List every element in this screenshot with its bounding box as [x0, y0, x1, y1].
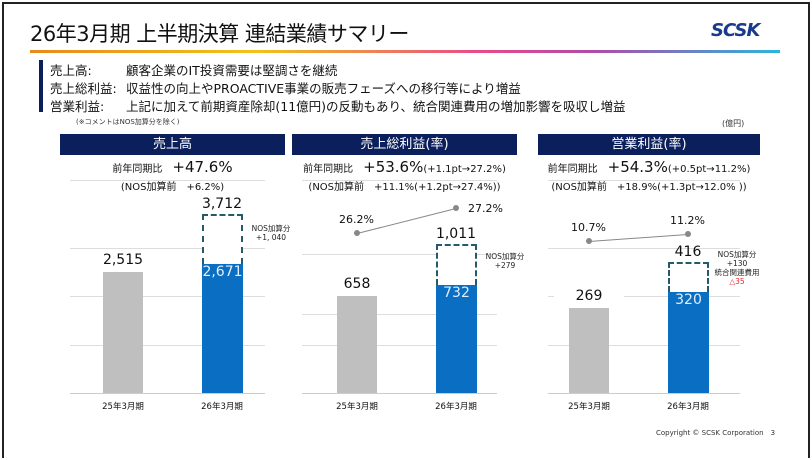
bar-value-prior: 2,515	[88, 252, 158, 268]
gridline	[302, 180, 497, 181]
category-label: 25年3月期	[102, 402, 144, 412]
gridline	[70, 345, 265, 346]
gridline	[70, 180, 265, 181]
nos-line: NOS加算分	[717, 249, 757, 259]
gridline	[548, 180, 740, 181]
rate-point	[586, 238, 592, 244]
nos-line: 統合関連費用	[714, 267, 760, 277]
bar-value-total: 416	[674, 243, 702, 260]
comment-operating-profit: 営業利益: 上記に加えて前期資産除却(11億円)の反動もあり、統合関連費用の増加影…	[50, 99, 626, 114]
bar-nos-addition	[436, 243, 477, 286]
yoy-growth: 前年同期比 +53.6%(+1.1pt→27.2%)	[292, 158, 517, 176]
bar-value-prior: 658	[322, 276, 392, 292]
gridline	[70, 296, 265, 297]
category-label: 26年3月期	[435, 402, 477, 412]
rate-label: 26.2%	[339, 213, 374, 226]
bar-value-prior: 269	[554, 288, 624, 304]
page-title: 26年3月期 上半期決算 連結業績サマリー	[30, 22, 409, 46]
gridline	[548, 345, 740, 346]
bar-prior-year	[337, 296, 377, 393]
panel-header: 売上高	[60, 134, 285, 155]
yoy-growth: 前年同期比 +47.6%	[60, 158, 285, 176]
gridline	[548, 248, 740, 249]
bar-nos-addition	[668, 261, 709, 292]
copyright-footer: Copyright © SCSK Corporation 3	[656, 429, 776, 437]
comment-sales: 売上高: 顧客企業のIT投資需要は堅調さを継続	[50, 63, 338, 78]
gridline	[302, 254, 497, 255]
rate-label: 10.7%	[571, 221, 606, 234]
baseline	[548, 393, 740, 394]
comment-note: (※コメントはNOS加算分を除く)	[76, 118, 180, 126]
baseline	[302, 393, 497, 394]
category-label: 26年3月期	[667, 402, 709, 412]
nos-line: NOS加算分	[251, 224, 291, 234]
bar-prior-year	[103, 272, 143, 393]
comment-gross-profit: 売上総利益: 収益性の向上やPROACTIVE事業の販売フェーズへの移行等により増…	[50, 81, 521, 96]
scsk-logo: SCSK	[711, 20, 760, 41]
rate-point	[685, 231, 691, 237]
gridline	[302, 345, 497, 346]
title-divider	[30, 50, 780, 53]
gridline	[302, 314, 497, 315]
pre-nos-growth: (NOS加算前 +6.2%)	[120, 182, 225, 193]
panel-header: 営業利益(率)	[538, 134, 760, 155]
rate-point	[453, 205, 459, 211]
bar-current-year: 2,671	[202, 264, 243, 393]
yoy-rate-change: (+1.1pt→27.2%)	[423, 164, 506, 175]
gridline	[70, 248, 265, 249]
nos-line: +279	[494, 260, 516, 270]
comment-accent-bar	[39, 60, 43, 112]
category-label: 26年3月期	[201, 402, 243, 412]
nos-annotation: NOS加算分 +279	[480, 252, 530, 270]
baseline	[70, 393, 265, 394]
bar-current-year: 732	[436, 285, 477, 393]
yoy-growth: 前年同期比 +54.3%(+0.5pt→11.2%)	[538, 158, 760, 176]
nos-annotation: NOS加算分 +130 統合関連費用 △35	[712, 250, 762, 286]
yoy-value: +47.6%	[172, 158, 233, 176]
pre-nos-growth: (NOS加算前 +11.1%(+1.2pt→27.4%))	[308, 182, 501, 193]
yoy-value: +54.3%	[607, 158, 668, 176]
yoy-rate-change: (+0.5pt→11.2%)	[667, 164, 751, 175]
yoy-label: 前年同期比	[112, 164, 163, 175]
bar-nos-addition	[202, 214, 243, 265]
unit-label: (億円)	[722, 119, 745, 128]
panel-header: 売上総利益(率)	[292, 134, 517, 155]
integration-cost-negative: △35	[729, 276, 745, 286]
bar-value-total: 3,712	[201, 196, 243, 213]
rate-point	[354, 230, 360, 236]
rate-label: 11.2%	[670, 214, 705, 227]
nos-line: +130	[726, 258, 748, 268]
gridline	[548, 296, 740, 297]
rate-label: 27.2%	[468, 202, 503, 215]
nos-line: +1, 040	[255, 233, 287, 243]
category-label: 25年3月期	[568, 402, 610, 412]
nos-line: NOS加算分	[485, 251, 525, 261]
bar-prior-year	[569, 308, 609, 393]
bar-current-year: 320	[668, 291, 709, 393]
yoy-label: 前年同期比	[303, 164, 354, 175]
yoy-label: 前年同期比	[547, 164, 598, 175]
nos-annotation: NOS加算分 +1, 040	[246, 224, 296, 242]
pre-nos-growth: (NOS加算前 +18.9%(+1.3pt→12.0% ))	[551, 182, 747, 193]
category-label: 25年3月期	[336, 402, 378, 412]
bar-value-total: 1,011	[435, 225, 477, 242]
yoy-value: +53.6%	[363, 158, 424, 176]
